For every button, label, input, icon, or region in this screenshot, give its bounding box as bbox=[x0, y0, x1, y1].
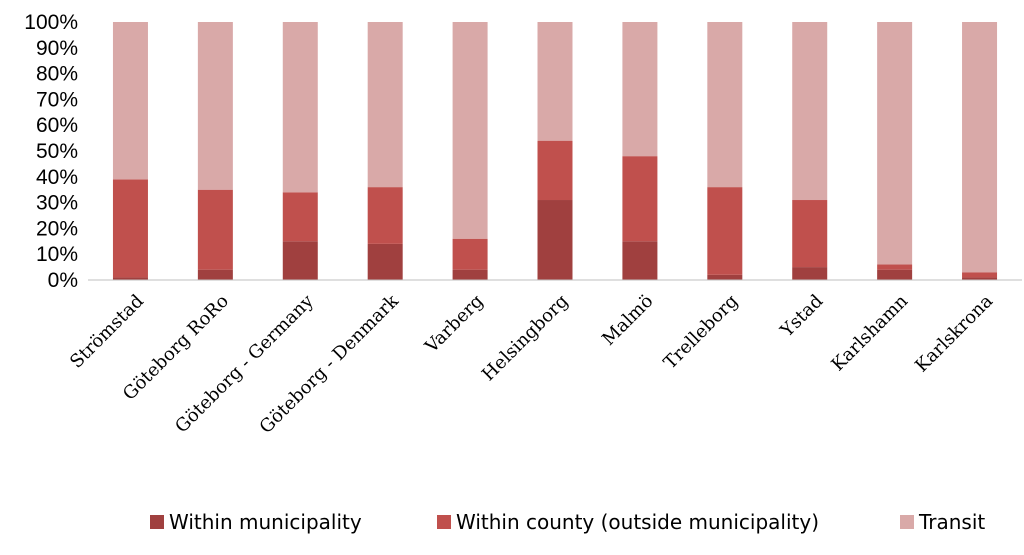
bar-segment-within-county bbox=[537, 140, 573, 201]
x-tick-label: Trelleborg bbox=[660, 291, 743, 374]
bar-segment-within-municipality bbox=[792, 267, 828, 280]
legend: Within municipality Within county (outsid… bbox=[150, 510, 985, 534]
x-tick-label: Helsingborg bbox=[478, 291, 573, 386]
legend-label: Within county (outside municipality) bbox=[456, 510, 819, 534]
x-tick-label: Malmö bbox=[598, 291, 657, 350]
y-tick-label: 50% bbox=[36, 140, 78, 163]
bar-segment-within-municipality bbox=[112, 277, 148, 280]
x-tick-label: Göteborg - Denmark bbox=[256, 290, 404, 438]
bar-segment-transit bbox=[962, 22, 998, 273]
bar-segment-transit bbox=[622, 22, 658, 157]
x-tick-label: Göteborg - Germany bbox=[171, 290, 318, 437]
legend-swatch bbox=[150, 515, 164, 529]
bar-segment-within-county bbox=[197, 189, 233, 270]
bar-segment-within-county bbox=[112, 179, 148, 278]
x-tick-label: Ystad bbox=[776, 291, 827, 342]
y-tick-label: 60% bbox=[36, 114, 78, 137]
bar-segment-transit bbox=[792, 22, 828, 201]
bar-segment-transit bbox=[367, 22, 403, 188]
y-tick-label: 90% bbox=[36, 37, 78, 60]
y-tick-label: 10% bbox=[36, 243, 78, 266]
bar-segment-within-municipality bbox=[622, 241, 658, 280]
y-tick-label: 80% bbox=[36, 63, 78, 86]
y-tick-label: 70% bbox=[36, 88, 78, 111]
x-tick-label: Karlskrona bbox=[911, 290, 997, 376]
y-tick-label: 0% bbox=[48, 269, 78, 292]
bar-segment-within-municipality bbox=[537, 200, 573, 280]
bar-segment-within-municipality bbox=[707, 274, 743, 280]
y-tick-label: 100% bbox=[24, 11, 78, 34]
y-axis: 0% 10% 20%30% 40% 50% 60% 70%80% 90% 100% bbox=[24, 11, 78, 292]
bar-segment-transit bbox=[707, 22, 743, 188]
x-tick-label: Varberg bbox=[420, 291, 487, 358]
bar-segment-within-county bbox=[282, 192, 318, 242]
bar-segment-within-municipality bbox=[282, 241, 318, 280]
y-tick-label: 30% bbox=[36, 192, 78, 215]
bar-segment-within-county bbox=[877, 264, 913, 270]
x-tick-label: Strömstad bbox=[66, 291, 148, 373]
legend-swatch bbox=[900, 515, 914, 529]
bar-segment-transit bbox=[537, 22, 573, 141]
bar-segment-transit bbox=[112, 22, 148, 180]
bar-segment-transit bbox=[877, 22, 913, 265]
legend-swatch bbox=[437, 515, 451, 529]
legend-label: Within municipality bbox=[169, 510, 362, 534]
bars bbox=[112, 22, 998, 280]
bar-segment-within-county bbox=[792, 200, 828, 268]
y-tick-label: 40% bbox=[36, 166, 78, 189]
bar-segment-within-municipality bbox=[367, 243, 403, 280]
bar-segment-within-municipality bbox=[877, 269, 913, 280]
bar-segment-transit bbox=[282, 22, 318, 193]
bar-segment-within-municipality bbox=[197, 269, 233, 280]
bar-segment-transit bbox=[197, 22, 233, 190]
y-tick-label: 20% bbox=[36, 217, 78, 240]
bar-segment-within-county bbox=[707, 187, 743, 275]
bar-segment-within-county bbox=[452, 238, 488, 270]
bar-segment-within-municipality bbox=[452, 269, 488, 280]
bar-segment-within-county bbox=[622, 156, 658, 242]
bar-segment-transit bbox=[452, 22, 488, 239]
legend-label: Transit bbox=[918, 510, 985, 534]
bar-segment-within-county bbox=[367, 187, 403, 244]
bar-segment-within-county bbox=[962, 272, 998, 278]
bar-segment-within-municipality bbox=[962, 277, 998, 280]
x-tick-label: Karlshamn bbox=[827, 290, 912, 375]
